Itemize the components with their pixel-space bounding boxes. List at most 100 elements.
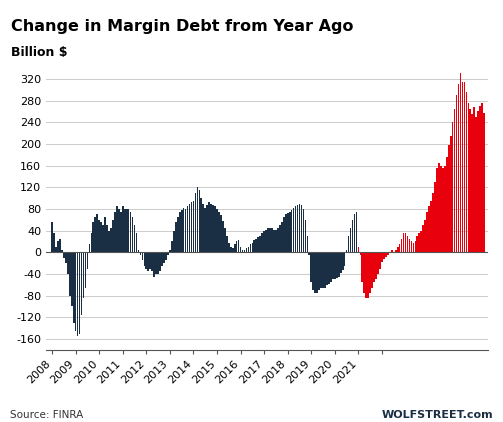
Bar	[120, 212, 122, 252]
Bar	[173, 231, 175, 252]
Bar	[236, 241, 237, 252]
Bar	[102, 225, 104, 252]
Bar	[53, 233, 55, 252]
Bar	[332, 252, 333, 279]
Bar	[189, 203, 190, 252]
Bar	[240, 247, 241, 252]
Bar	[247, 247, 249, 252]
Bar	[306, 236, 308, 252]
Bar	[379, 252, 381, 268]
Bar	[183, 208, 185, 252]
Bar	[308, 252, 310, 255]
Bar	[143, 252, 145, 266]
Bar	[165, 252, 167, 260]
Bar	[155, 252, 157, 274]
Bar	[262, 233, 263, 252]
Bar	[473, 107, 475, 252]
Bar	[346, 249, 348, 252]
Bar	[110, 228, 112, 252]
Bar	[310, 252, 312, 282]
Bar	[377, 252, 379, 274]
Bar	[82, 252, 85, 298]
Bar	[412, 243, 414, 252]
Bar	[336, 252, 338, 278]
Bar	[265, 230, 267, 252]
Bar	[124, 209, 126, 252]
Bar	[230, 247, 231, 252]
Bar	[75, 252, 76, 331]
Bar	[314, 252, 316, 293]
Bar	[418, 233, 420, 252]
Bar	[93, 222, 94, 252]
Bar	[326, 252, 328, 285]
Bar	[344, 252, 346, 266]
Bar	[358, 247, 359, 252]
Bar	[360, 252, 361, 255]
Bar	[467, 103, 469, 252]
Bar	[134, 225, 135, 252]
Bar	[330, 252, 332, 282]
Bar	[477, 111, 479, 252]
Bar	[408, 239, 410, 252]
Bar	[291, 210, 292, 252]
Bar	[112, 220, 114, 252]
Bar	[187, 206, 189, 252]
Bar	[100, 222, 102, 252]
Bar	[281, 222, 283, 252]
Bar	[399, 244, 400, 252]
Bar	[405, 233, 406, 252]
Bar	[410, 241, 412, 252]
Bar	[483, 113, 485, 252]
Bar	[59, 239, 61, 252]
Bar	[122, 206, 124, 252]
Bar	[427, 212, 428, 252]
Bar	[430, 201, 432, 252]
Bar	[352, 220, 353, 252]
Bar	[208, 203, 210, 252]
Bar	[65, 252, 67, 263]
Bar	[138, 249, 139, 252]
Bar	[108, 231, 110, 252]
Bar	[193, 201, 194, 252]
Bar	[73, 252, 74, 323]
Bar	[414, 241, 416, 252]
Bar	[460, 73, 461, 252]
Bar	[222, 221, 224, 252]
Bar	[57, 241, 59, 252]
Bar	[462, 81, 463, 252]
Bar	[289, 212, 291, 252]
Bar	[201, 198, 202, 252]
Bar	[464, 81, 465, 252]
Bar	[63, 252, 65, 258]
Bar	[151, 252, 153, 271]
Bar	[375, 252, 377, 279]
Bar	[458, 84, 459, 252]
Bar	[238, 241, 239, 252]
Bar	[397, 247, 398, 252]
Bar	[338, 252, 340, 277]
Bar	[369, 252, 371, 293]
Bar	[340, 252, 342, 273]
Bar	[446, 157, 448, 252]
Bar	[234, 244, 235, 252]
Bar	[169, 249, 171, 252]
Bar	[373, 252, 375, 282]
Bar	[383, 252, 385, 259]
Bar	[185, 209, 187, 252]
Bar	[177, 217, 179, 252]
Bar	[206, 205, 208, 252]
Bar	[316, 252, 318, 293]
Bar	[161, 252, 163, 266]
Bar	[216, 209, 218, 252]
Bar	[322, 252, 324, 287]
Bar	[147, 252, 149, 271]
Bar	[245, 248, 247, 252]
Bar	[365, 252, 367, 298]
Bar	[350, 228, 352, 252]
Bar	[91, 233, 92, 252]
Bar	[432, 193, 434, 252]
Bar	[425, 220, 426, 252]
Bar	[114, 212, 116, 252]
Bar	[218, 212, 220, 252]
Bar	[136, 233, 137, 252]
